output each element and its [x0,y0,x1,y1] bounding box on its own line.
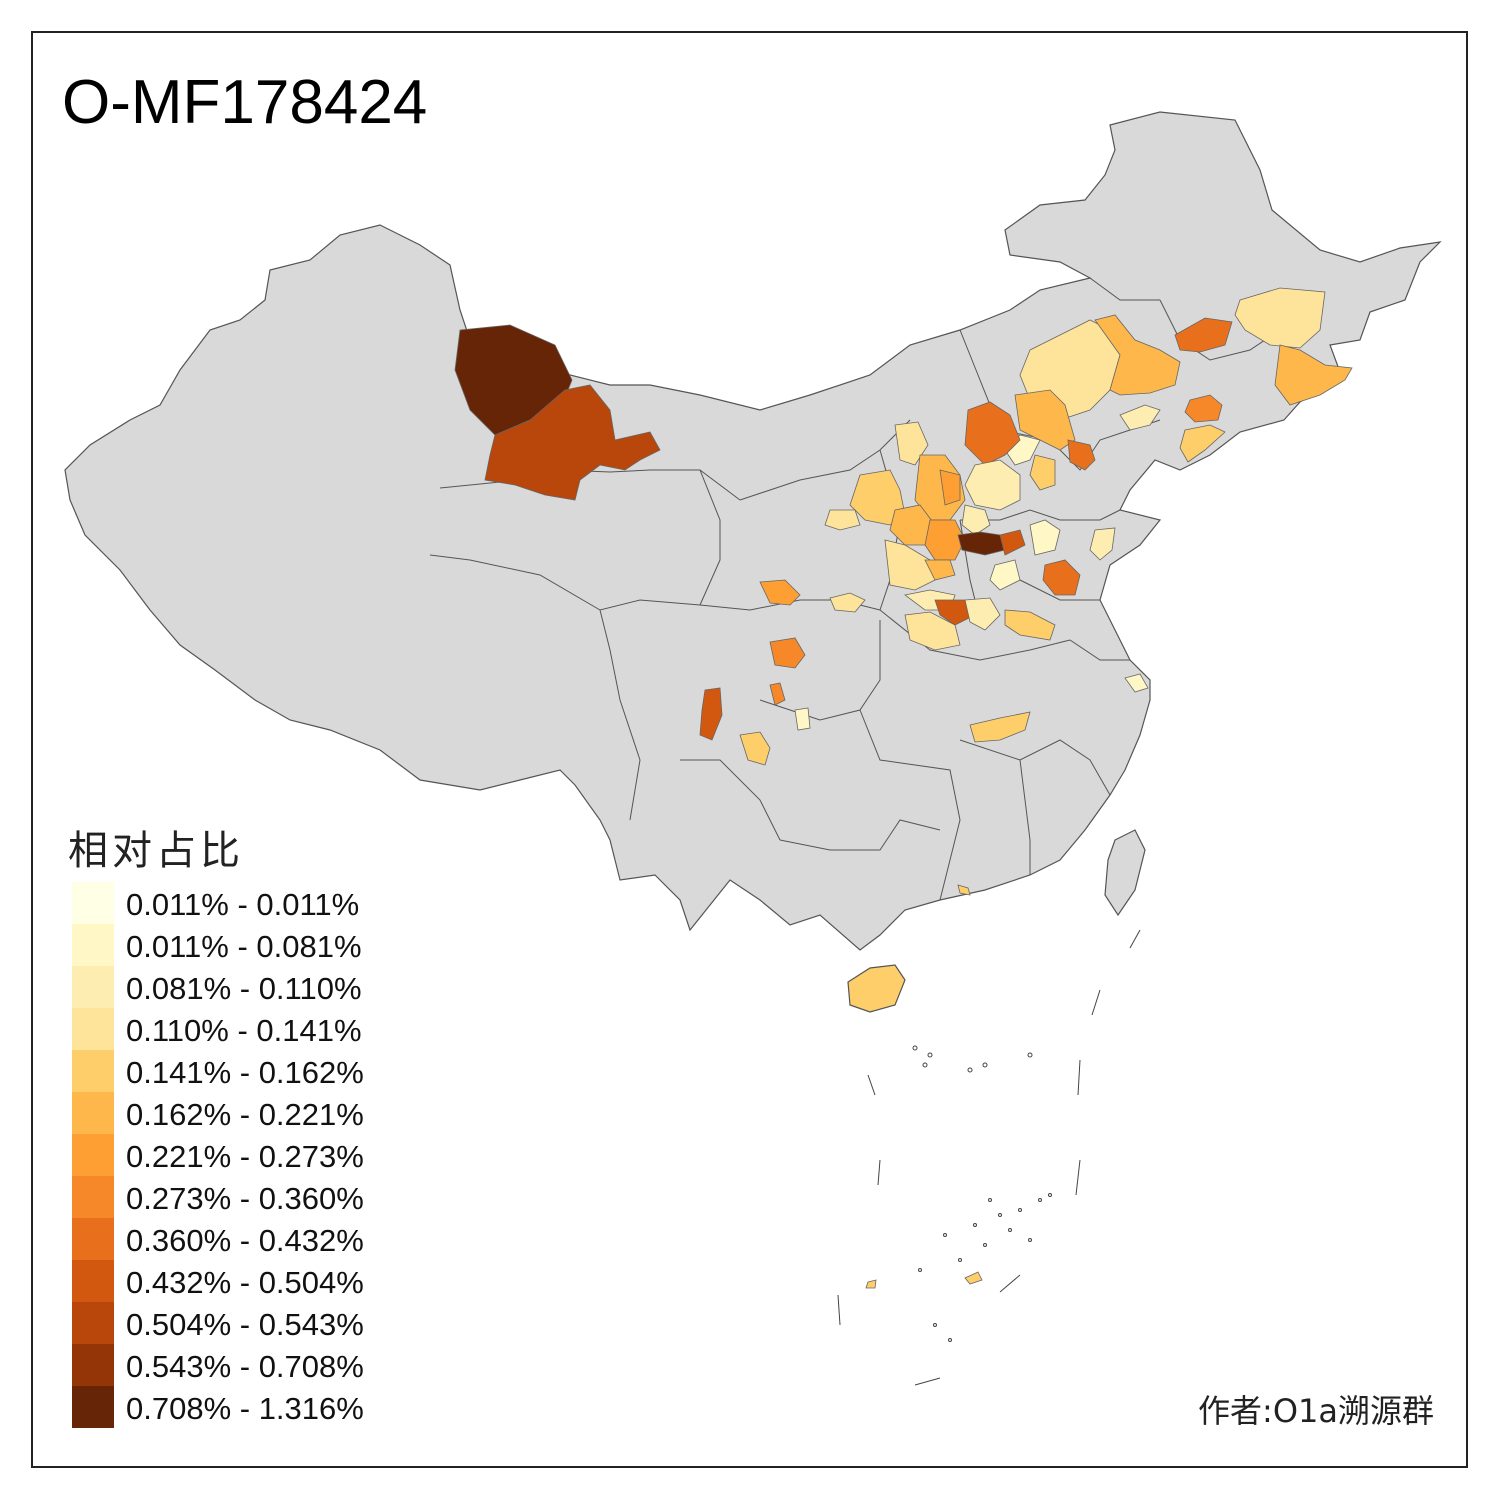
paracel-highlight [865,1279,877,1289]
province-borders [429,277,1281,901]
legend-swatch [72,1344,114,1386]
legend-swatch [72,882,114,924]
region-jilin-center [1184,394,1223,423]
legend-swatch [72,1008,114,1050]
region-shanxi-center [961,504,991,536]
region-shanxi-north [964,459,1021,511]
taiwan-island [1104,829,1146,917]
region-liaoning [1179,424,1226,463]
region-sichuan-aba [769,682,786,706]
south-china-sea-islands [837,929,1141,1386]
region-hinggan [1094,314,1181,396]
region-shandong-east [1089,527,1116,561]
region-shaanxi-center [924,519,966,561]
legend-label: 0.432% - 0.504% [126,1265,364,1300]
legend-label: 0.162% - 0.221% [126,1097,364,1132]
region-hebei-south [1029,519,1061,556]
region-xinjiang-urumqi [484,384,661,501]
region-henan-zhengzhou [964,597,1001,631]
region-henan-south [904,611,961,651]
region-henan-east [1004,609,1056,641]
region-yunnan-north [739,731,771,766]
legend-swatch [72,924,114,966]
region-sichuan-ganzi [699,687,723,741]
region-qinghai-xining [759,579,801,606]
region-ordos [939,469,961,506]
legend-label: 0.141% - 0.162% [126,1055,364,1090]
legend-swatch [72,1218,114,1260]
country-base [64,111,1442,1013]
region-inner-mongolia-center [1014,389,1076,451]
legend-label: 0.110% - 0.141% [126,1013,362,1048]
region-heilongjiang-west [1174,317,1233,353]
legend-label: 0.708% - 1.316% [126,1391,364,1426]
region-shaanxi-hanzhong [829,592,866,613]
legend-label: 0.273% - 0.360% [126,1181,364,1216]
region-heilongjiang-east [1234,287,1326,349]
region-liaoning-west [1119,404,1161,431]
region-jiangsu-nanjing [1124,673,1149,693]
region-shandong-west [1042,559,1081,596]
legend-swatch [72,1176,114,1218]
region-jilin-east [1274,344,1353,406]
highlighted-regions [454,287,1353,896]
legend-swatch [72,1386,114,1428]
legend-label: 0.011% - 0.081% [126,929,362,964]
legend-title: 相对占比 [68,828,244,874]
region-shaanxi-north [914,454,966,521]
region-sichuan-north [769,637,806,669]
map-title: O-MF178424 [62,68,428,137]
mainland-outline [64,111,1442,951]
author-credit: 作者:O1a溯源群 [1198,1392,1434,1430]
legend-label: 0.081% - 0.110% [126,971,362,1006]
legend-swatch [72,1134,114,1176]
spratly-highlight [964,1271,983,1285]
region-sichuan-chengdu [794,707,811,731]
region-guangdong-zhuhai [957,884,971,896]
legend-label: 0.360% - 0.432% [126,1223,364,1258]
legend-label: 0.504% - 0.543% [126,1307,364,1342]
region-inner-mongolia-baotou [964,401,1021,466]
region-beijing-area [1029,454,1056,491]
legend-label: 0.543% - 0.708% [126,1349,364,1384]
legend-swatch [72,966,114,1008]
region-hubei-wuhan [969,711,1031,743]
region-shanxi-yangquan [999,529,1026,556]
region-henan-luoyang [934,599,976,626]
region-hebei-zhangjiakou [1067,439,1096,471]
legend-swatch [72,1302,114,1344]
legend-swatch [72,1050,114,1092]
hainan-island [847,964,906,1013]
legend-swatch [72,1260,114,1302]
legend-label: 0.221% - 0.273% [126,1139,364,1174]
legend-swatch [72,1092,114,1134]
region-henan-north [989,559,1021,591]
region-shaanxi-xian [924,559,956,581]
region-gansu-dingxi [824,509,861,531]
legend-label: 0.011% - 0.011% [126,887,360,922]
